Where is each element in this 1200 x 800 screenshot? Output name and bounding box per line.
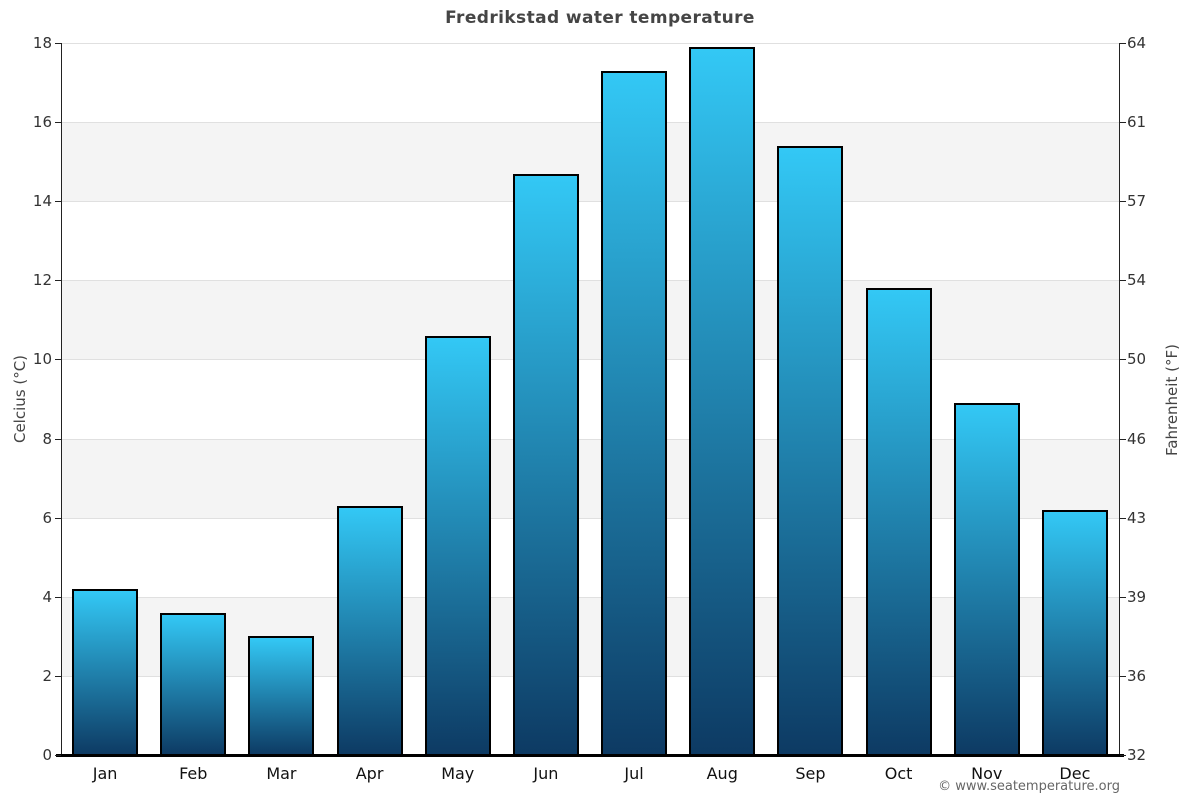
grid-band <box>61 596 1119 676</box>
xtick-mar: Mar <box>266 764 297 783</box>
tickmark-left <box>55 201 61 203</box>
ytick-celsius: 16 <box>32 113 52 132</box>
ytick-celsius: 0 <box>42 746 52 764</box>
xtick-nov: Nov <box>971 764 1003 783</box>
bar-nov <box>953 402 1020 755</box>
tickmark-right <box>1120 122 1126 124</box>
gridline <box>61 359 1119 361</box>
ytick-fahrenheit: 57 <box>1127 192 1147 211</box>
tickmark-right <box>1120 201 1126 203</box>
ytick-celsius: 4 <box>42 587 52 606</box>
gridline <box>61 201 1119 203</box>
bar-jun <box>512 173 579 755</box>
tickmark-left <box>55 517 61 519</box>
tickmark-right <box>1120 43 1126 44</box>
bar-oct <box>865 288 932 755</box>
bar-feb <box>160 612 227 755</box>
ytick-fahrenheit: 50 <box>1127 350 1147 369</box>
ytick-celsius: 14 <box>32 192 52 211</box>
right-axis-line <box>1119 43 1120 755</box>
y-axis-title-celsius: Celcius (°C) <box>11 354 29 444</box>
ytick-celsius: 18 <box>32 34 52 52</box>
xtick-dec: Dec <box>1059 764 1091 783</box>
copyright-credit: © www.seatemperature.org <box>938 779 1120 794</box>
gridline <box>61 280 1119 282</box>
tickmark-right <box>1120 359 1126 361</box>
bar-aug <box>689 46 756 755</box>
xtick-may: May <box>441 764 475 783</box>
tickmark-left <box>55 438 61 440</box>
plot-area <box>61 43 1119 755</box>
bottom-axis-line <box>56 754 1124 757</box>
bar-jul <box>601 70 668 755</box>
y-axis-title-fahrenheit: Fahrenheit (°F) <box>1163 344 1181 456</box>
ytick-fahrenheit: 32 <box>1127 746 1147 764</box>
ytick-fahrenheit: 39 <box>1127 587 1147 606</box>
xtick-jun: Jun <box>533 764 559 783</box>
bar-mar <box>248 636 315 755</box>
tickmark-right <box>1120 517 1126 519</box>
ytick-fahrenheit: 64 <box>1127 34 1147 52</box>
ytick-celsius: 10 <box>32 350 52 369</box>
bar-apr <box>336 505 403 755</box>
xtick-jul: Jul <box>624 764 644 783</box>
ytick-celsius: 6 <box>42 508 52 527</box>
ytick-fahrenheit: 46 <box>1127 429 1147 448</box>
xtick-apr: Apr <box>355 764 384 783</box>
gridline <box>61 675 1119 677</box>
bar-jan <box>72 588 139 755</box>
bar-dec <box>1041 509 1108 755</box>
tickmark-right <box>1120 280 1126 282</box>
tickmark-left <box>55 359 61 361</box>
left-axis-line <box>61 43 62 755</box>
ytick-fahrenheit: 54 <box>1127 271 1147 290</box>
tickmark-right <box>1120 755 1126 756</box>
bar-may <box>424 335 491 755</box>
ytick-fahrenheit: 36 <box>1127 666 1147 685</box>
xtick-aug: Aug <box>706 764 738 783</box>
xtick-jan: Jan <box>92 764 118 783</box>
ytick-celsius: 8 <box>42 429 52 448</box>
tickmark-left <box>55 280 61 282</box>
gridline <box>61 517 1119 519</box>
gridline <box>61 122 1119 124</box>
xtick-sep: Sep <box>795 764 826 783</box>
ytick-fahrenheit: 61 <box>1127 113 1147 132</box>
chart-title: Fredrikstad water temperature <box>445 8 755 28</box>
tickmark-left <box>55 596 61 598</box>
xtick-feb: Feb <box>179 764 208 783</box>
gridline <box>61 43 1119 44</box>
gridline <box>61 596 1119 598</box>
ytick-celsius: 12 <box>32 271 52 290</box>
grid-band <box>61 122 1119 202</box>
xtick-oct: Oct <box>884 764 913 783</box>
tickmark-right <box>1120 675 1126 677</box>
grid-band <box>61 280 1119 360</box>
ytick-celsius: 2 <box>42 666 52 685</box>
ytick-fahrenheit: 43 <box>1127 508 1147 527</box>
tickmark-left <box>55 755 61 756</box>
tickmark-left <box>55 122 61 124</box>
bar-sep <box>777 145 844 755</box>
tickmark-right <box>1120 596 1126 598</box>
tickmark-right <box>1120 438 1126 440</box>
tickmark-left <box>55 43 61 44</box>
gridline <box>61 438 1119 440</box>
grid-band <box>61 438 1119 518</box>
tickmark-left <box>55 675 61 677</box>
